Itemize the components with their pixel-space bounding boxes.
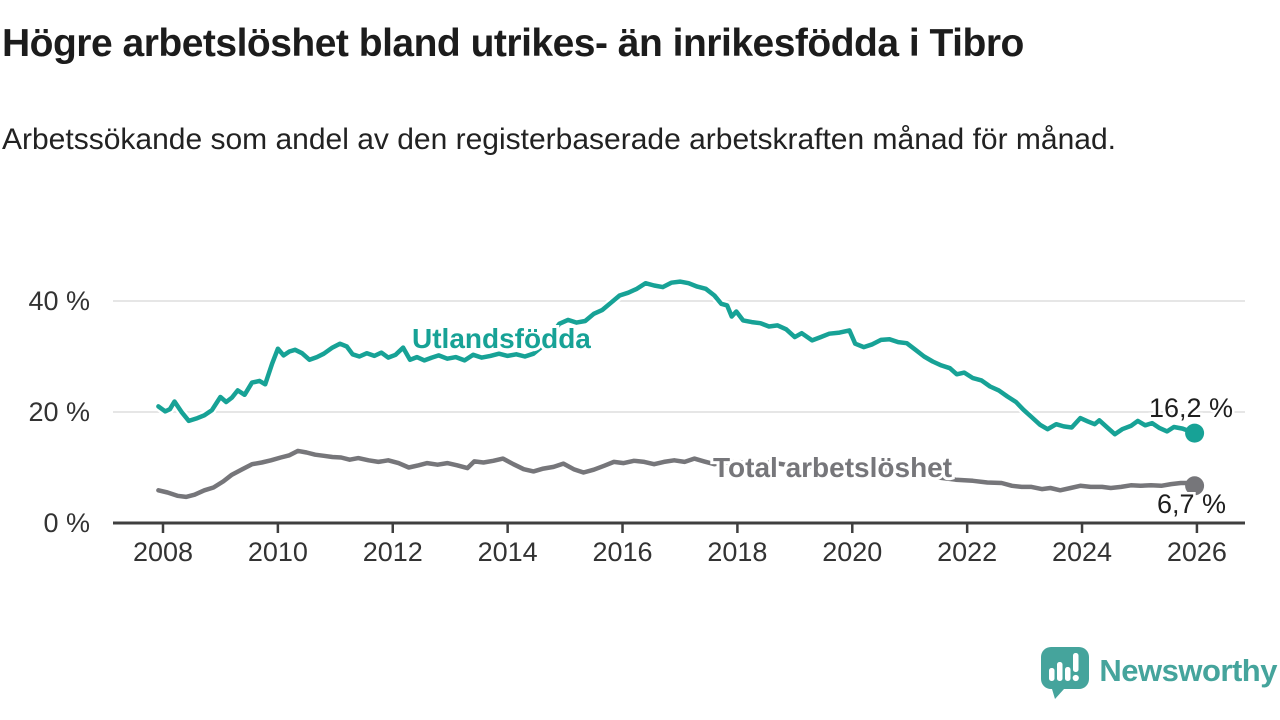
x-tick-label: 2020	[822, 537, 882, 567]
series-line-halo	[153, 277, 1200, 439]
x-tick-label: 2022	[937, 537, 997, 567]
x-axis-labels: 2008 2010 2012 2014 2016 2018 2020 2022 2024 2026	[133, 537, 1227, 567]
series-end-dot	[1185, 476, 1205, 496]
newsworthy-logo-icon	[1041, 647, 1090, 699]
newsworthy-logo: Newsworthy	[1039, 642, 1277, 700]
x-tick-label: 2012	[363, 537, 423, 567]
y-tick-label: 40 %	[28, 286, 90, 316]
x-tick-label: 2018	[707, 537, 767, 567]
end-value-total-arbetsloshet: 6,7 %	[1157, 489, 1226, 519]
bar-chart-glyph	[1049, 653, 1080, 682]
chart-subtitle: Arbetssökande som andel av den registerb…	[2, 123, 1116, 156]
y-tick-label: 0 %	[43, 508, 90, 538]
x-tick-label: 2014	[478, 537, 538, 567]
x-tick-label: 2024	[1052, 537, 1112, 567]
series-end-dot	[1185, 423, 1205, 443]
series-label-utlandsfodda: Utlandsfödda	[412, 323, 591, 354]
y-axis-labels: 0 % 20 % 40 %	[28, 286, 90, 538]
brand-name: Newsworthy	[1099, 653, 1277, 688]
line-chart: 0 % 20 % 40 % 2008 2010 2012 2014 2016 2018 2020…	[28, 277, 1245, 567]
series-line-halo	[153, 446, 1200, 502]
x-tick-label: 2010	[248, 537, 308, 567]
gridlines	[113, 300, 1245, 413]
series-line-total-arbetsloshet	[156, 448, 1197, 500]
x-tick-label: 2008	[133, 537, 193, 567]
series-label-total-arbetsloshet: Total arbetslöshet	[713, 452, 952, 483]
page-title: Högre arbetslöshet bland utrikes- än inr…	[2, 22, 1024, 65]
series-line-utlandsfodda	[156, 279, 1197, 437]
y-tick-label: 20 %	[28, 397, 90, 427]
x-tick-label: 2026	[1167, 537, 1227, 567]
end-value-utlandsfodda: 16,2 %	[1149, 393, 1233, 423]
series-lines	[153, 277, 1205, 502]
x-axis-ticks	[161, 523, 1199, 533]
x-tick-label: 2016	[592, 537, 652, 567]
